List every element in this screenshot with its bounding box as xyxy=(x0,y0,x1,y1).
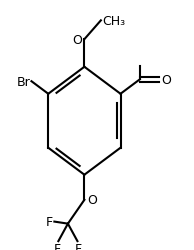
Text: F: F xyxy=(54,242,61,250)
Text: CH₃: CH₃ xyxy=(102,15,125,28)
Text: O: O xyxy=(87,194,97,206)
Text: O: O xyxy=(72,34,82,46)
Text: F: F xyxy=(75,242,82,250)
Text: F: F xyxy=(46,215,53,228)
Text: O: O xyxy=(161,74,171,86)
Text: Br: Br xyxy=(17,76,30,88)
